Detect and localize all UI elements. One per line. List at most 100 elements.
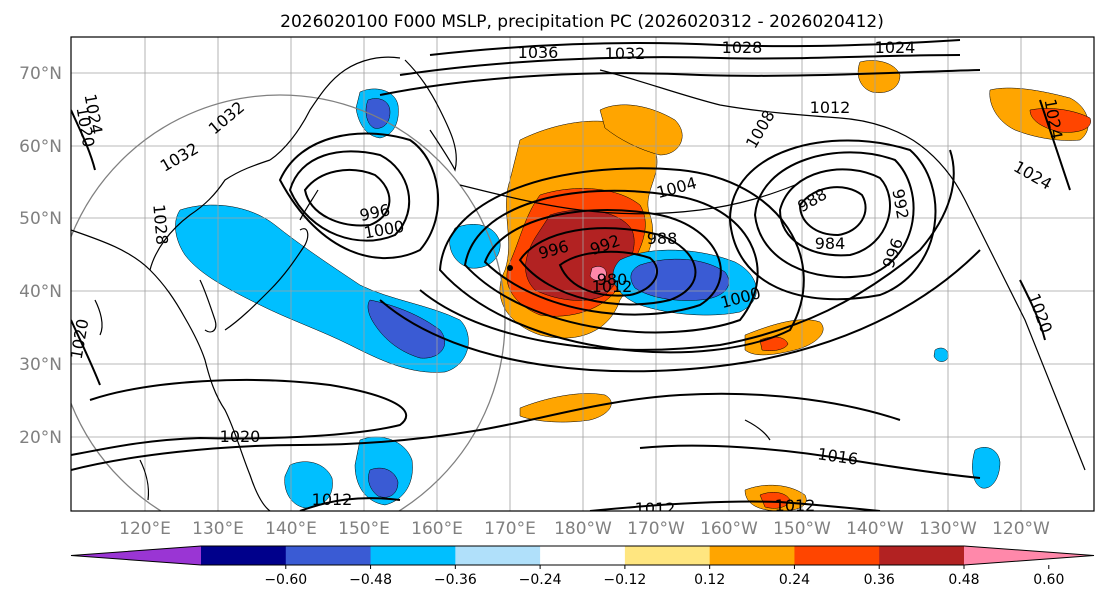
colorbar-swatch bbox=[709, 546, 795, 565]
isobar-line bbox=[753, 151, 915, 279]
isobar-line bbox=[278, 132, 440, 259]
colorbar-swatch bbox=[879, 546, 965, 565]
isobar-line bbox=[71, 379, 408, 456]
colorbar-swatch bbox=[201, 546, 287, 565]
range-circle bbox=[71, 94, 506, 511]
isobar-line bbox=[438, 167, 805, 354]
precip-negative-region bbox=[933, 347, 949, 362]
lon-label: 130°E bbox=[192, 519, 244, 539]
colorbar-tick-label: 0.60 bbox=[1033, 572, 1064, 588]
isobar-label: 1020 bbox=[220, 427, 261, 446]
colorbar-tick-label: 0.24 bbox=[779, 572, 810, 588]
isobar-labels: 1036 1032 1028 1024 1024 1020 1020 1012 … bbox=[67, 38, 1066, 518]
isobar-label: 988 bbox=[647, 229, 678, 248]
isobar-line bbox=[463, 189, 759, 334]
lat-label: 30°N bbox=[19, 355, 62, 375]
isobar-label: 1032 bbox=[605, 44, 646, 63]
colorbar-tick-label: −0.12 bbox=[603, 572, 646, 588]
isobar-line bbox=[1019, 279, 1046, 341]
colorbar-tick-label: −0.60 bbox=[264, 572, 307, 588]
lat-label: 40°N bbox=[19, 282, 62, 302]
isobar-label: 1012 bbox=[775, 496, 816, 515]
precip-positive-region bbox=[599, 104, 683, 156]
lon-label: 170°W bbox=[627, 519, 685, 539]
coastlines bbox=[71, 56, 1086, 511]
isobar-line bbox=[798, 186, 867, 237]
map-title: 2026020100 F000 MSLP, precipitation PC (… bbox=[280, 12, 884, 32]
isobar-line bbox=[483, 209, 722, 316]
isobar-label: 1012 bbox=[635, 499, 676, 518]
isobar-line bbox=[71, 319, 101, 386]
colorbar-swatch bbox=[285, 546, 372, 565]
isobar-label: 984 bbox=[815, 234, 846, 253]
mslp-isobars bbox=[71, 39, 1071, 511]
colorbar-swatch bbox=[794, 546, 880, 565]
isobar-line bbox=[399, 54, 961, 76]
colorbar-extend-low bbox=[71, 546, 201, 565]
isobar-line bbox=[518, 227, 697, 306]
lon-label: 150°E bbox=[338, 519, 390, 539]
precip-negative-region bbox=[284, 461, 333, 509]
colorbar-outline bbox=[70, 545, 1095, 566]
precip-positive-region bbox=[759, 492, 791, 509]
colorbar-swatch bbox=[455, 546, 541, 565]
colorbar-tick-label: −0.48 bbox=[349, 572, 392, 588]
colorbar-swatch bbox=[624, 546, 711, 565]
lon-label: 160°E bbox=[411, 519, 463, 539]
colorbar-tick-label: 0.12 bbox=[694, 572, 725, 588]
lat-label: 20°N bbox=[19, 428, 62, 448]
precip-positive-region bbox=[519, 393, 612, 423]
isobar-line bbox=[589, 500, 881, 511]
isobar-line bbox=[429, 39, 961, 56]
lat-label: 70°N bbox=[19, 64, 62, 84]
lon-label: 140°E bbox=[265, 519, 317, 539]
colorbar-swatch bbox=[540, 546, 626, 565]
precip-positive-region bbox=[589, 266, 607, 281]
precip-positive-region bbox=[857, 60, 901, 93]
isobar-line bbox=[639, 444, 981, 479]
precip-negative-region bbox=[630, 258, 730, 301]
lon-label: 160°W bbox=[700, 519, 758, 539]
isobar-label: 1012 bbox=[312, 490, 353, 509]
lon-label: 150°W bbox=[773, 519, 831, 539]
isobar-label: 1028 bbox=[149, 203, 171, 245]
pressure-center-marker bbox=[507, 265, 513, 271]
colorbar-extend-high bbox=[964, 546, 1094, 565]
isobar-line bbox=[303, 169, 391, 227]
isobar-line bbox=[379, 69, 981, 96]
lon-label: 140°W bbox=[846, 519, 904, 539]
map-layers: 1036 1032 1028 1024 1024 1020 1020 1012 … bbox=[67, 37, 1094, 518]
precip-negative-region bbox=[367, 299, 445, 359]
isobar-line bbox=[288, 150, 411, 242]
colorbar-tick-label: 0.48 bbox=[948, 572, 979, 588]
isobar-label: 1020 bbox=[67, 317, 93, 360]
isobar-line bbox=[299, 497, 401, 511]
isobar-line bbox=[71, 109, 96, 171]
colorbar-tick-label: 0.36 bbox=[864, 572, 895, 588]
lat-label: 50°N bbox=[19, 209, 62, 229]
isobar-label: 1012 bbox=[592, 277, 633, 296]
longitude-labels: 120°E 130°E 140°E 150°E 160°E 170°E 180°… bbox=[119, 519, 1050, 539]
colorbar-tick-label: −0.36 bbox=[434, 572, 477, 588]
colorbar-swatch bbox=[370, 546, 456, 565]
lat-label: 60°N bbox=[19, 137, 62, 157]
graticule bbox=[71, 37, 1094, 511]
isobar-line bbox=[379, 249, 981, 373]
lon-label: 180°W bbox=[554, 519, 612, 539]
isobar-line bbox=[728, 139, 937, 301]
lon-label: 130°W bbox=[919, 519, 977, 539]
lon-label: 120°W bbox=[992, 519, 1050, 539]
colorbar: −0.60 −0.48 −0.36 −0.24 −0.12 0.12 0.24 0.36 0.4… bbox=[70, 545, 1095, 588]
isobar-line bbox=[71, 392, 901, 471]
isobar-label: 1024 bbox=[875, 38, 916, 57]
lon-label: 170°E bbox=[484, 519, 536, 539]
isobar-label: 1028 bbox=[722, 38, 763, 57]
colorbar-tick-label: −0.24 bbox=[519, 572, 562, 588]
precip-negative-region bbox=[368, 467, 399, 498]
isobar-label: 1012 bbox=[810, 98, 851, 117]
isobar-label: 980 bbox=[597, 270, 628, 289]
isobar-line bbox=[558, 250, 659, 297]
lon-label: 120°E bbox=[119, 519, 171, 539]
isobar-line bbox=[778, 168, 891, 257]
